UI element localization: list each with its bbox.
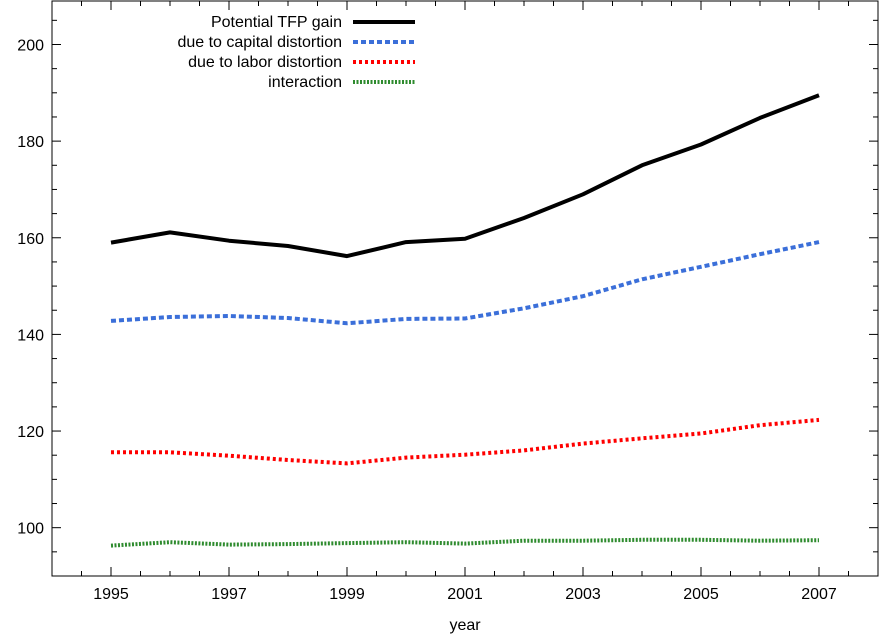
- plot-frame: [51, 0, 879, 577]
- x-tick-label: 1995: [93, 586, 129, 603]
- y-tick-label: 100: [17, 521, 44, 538]
- series-line-3: [111, 417, 820, 466]
- y-axis: 100 120 140 160 180 200: [17, 19, 878, 577]
- x-tick-label: 2003: [565, 586, 601, 603]
- series-line-2: [110, 240, 820, 326]
- y-tick-label: 200: [17, 37, 44, 54]
- x-tick-label: 1999: [329, 586, 365, 603]
- legend-label: due to capital distortion: [177, 34, 342, 51]
- series-line-1: [110, 93, 820, 259]
- series-line-4: [110, 537, 820, 548]
- legend-label: interaction: [268, 74, 342, 91]
- legend: Potential TFP gain due to capital distort…: [177, 14, 415, 91]
- legend-label: due to labor distortion: [188, 54, 342, 71]
- x-tick-label: 2001: [447, 586, 483, 603]
- y-tick-label: 160: [17, 231, 44, 248]
- x-axis: 1995 1997 1999 2001 2003 2005 2007: [51, 1, 879, 603]
- y-tick-label: 180: [17, 134, 44, 151]
- x-tick-label: 2007: [801, 586, 837, 603]
- x-axis-label: year: [449, 617, 481, 634]
- x-tick-label: 2005: [683, 586, 719, 603]
- y-tick-label: 140: [17, 327, 44, 344]
- legend-label: Potential TFP gain: [211, 14, 342, 31]
- series-lines: [110, 93, 820, 548]
- y-tick-label: 120: [17, 424, 44, 441]
- x-tick-label: 1997: [211, 586, 247, 603]
